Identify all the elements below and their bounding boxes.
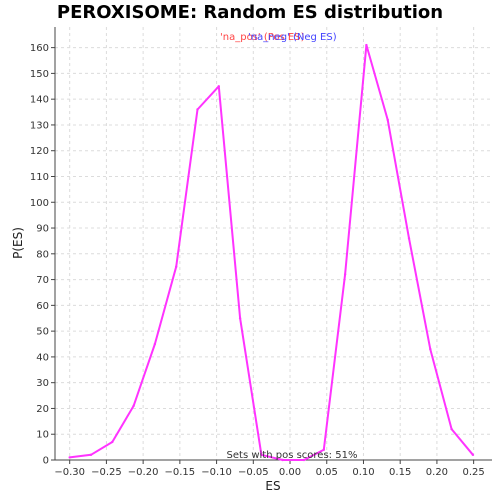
data-point [217, 85, 220, 88]
y-tick-label: 100 [30, 198, 49, 209]
x-tick-label: −0.30 [54, 467, 85, 478]
series-line [69, 44, 474, 461]
data-point [111, 440, 114, 444]
data-point [132, 404, 135, 408]
x-tick-label: 0.15 [389, 467, 411, 478]
y-tick-label: 50 [36, 327, 49, 338]
x-tick-label: −0.25 [91, 467, 122, 478]
y-tick-label: 160 [30, 43, 49, 54]
y-tick-label: 90 [36, 224, 49, 235]
y-tick-label: 140 [30, 95, 49, 106]
y-tick-label: 150 [30, 69, 49, 80]
chart-title: PEROXISOME: Random ES distribution [57, 2, 443, 23]
y-tick-label: 10 [36, 430, 49, 441]
legend-entry-pos: 'na_pos' (Pos ES) [220, 32, 305, 43]
y-axis-title: P(ES) [11, 227, 25, 259]
data-point [365, 43, 368, 47]
data-point [153, 342, 157, 346]
x-tick-label: 0.05 [316, 467, 338, 478]
data-point [343, 273, 347, 276]
x-tick-label: −0.20 [128, 467, 159, 478]
data-point [174, 265, 178, 268]
y-tick-label: 60 [36, 301, 49, 312]
y-tick-label: 110 [30, 172, 49, 183]
y-tick-label: 40 [36, 352, 49, 363]
data-point [429, 347, 432, 351]
y-tick-label: 20 [36, 404, 49, 415]
y-tick-label: 130 [30, 120, 49, 131]
x-tick-label: 0.00 [279, 467, 301, 478]
data-point [471, 453, 475, 457]
y-tick-label: 30 [36, 378, 49, 389]
legend: 'na_pos' (Pos ES) 'na_neg' (Neg ES) [220, 32, 337, 43]
x-tick-label: 0.10 [352, 467, 374, 478]
y-tick-label: 70 [36, 275, 49, 286]
data-point [386, 118, 389, 121]
pos-scores-annotation: Sets with pos scores: 51% [227, 450, 358, 461]
data-point [407, 237, 411, 240]
data-point [302, 458, 306, 462]
data-point [450, 427, 453, 431]
y-tick-label: 80 [36, 249, 49, 260]
data-point [89, 453, 93, 457]
x-tick-label: 0.20 [426, 467, 448, 478]
x-tick-label: −0.05 [238, 467, 269, 478]
data-point [260, 453, 263, 457]
y-tick-label: 0 [43, 456, 49, 467]
data-point [281, 458, 284, 462]
x-axis-title: ES [265, 479, 280, 493]
data-point [322, 448, 326, 451]
y-tick-label: 120 [30, 146, 49, 157]
series-layer [68, 43, 475, 462]
axes: 0 10 20 30 40 50 60 70 80 90 100 110 120 130 140 150 160… [30, 27, 492, 478]
data-point [238, 317, 242, 320]
x-tick-label: −0.10 [201, 467, 232, 478]
x-tick-label: 0.25 [463, 467, 485, 478]
data-point [196, 108, 199, 111]
data-point [68, 456, 71, 459]
grid [55, 27, 492, 461]
x-tick-label: −0.15 [165, 467, 196, 478]
legend-entry-neg: 'na_neg' (Neg ES) [248, 32, 337, 43]
